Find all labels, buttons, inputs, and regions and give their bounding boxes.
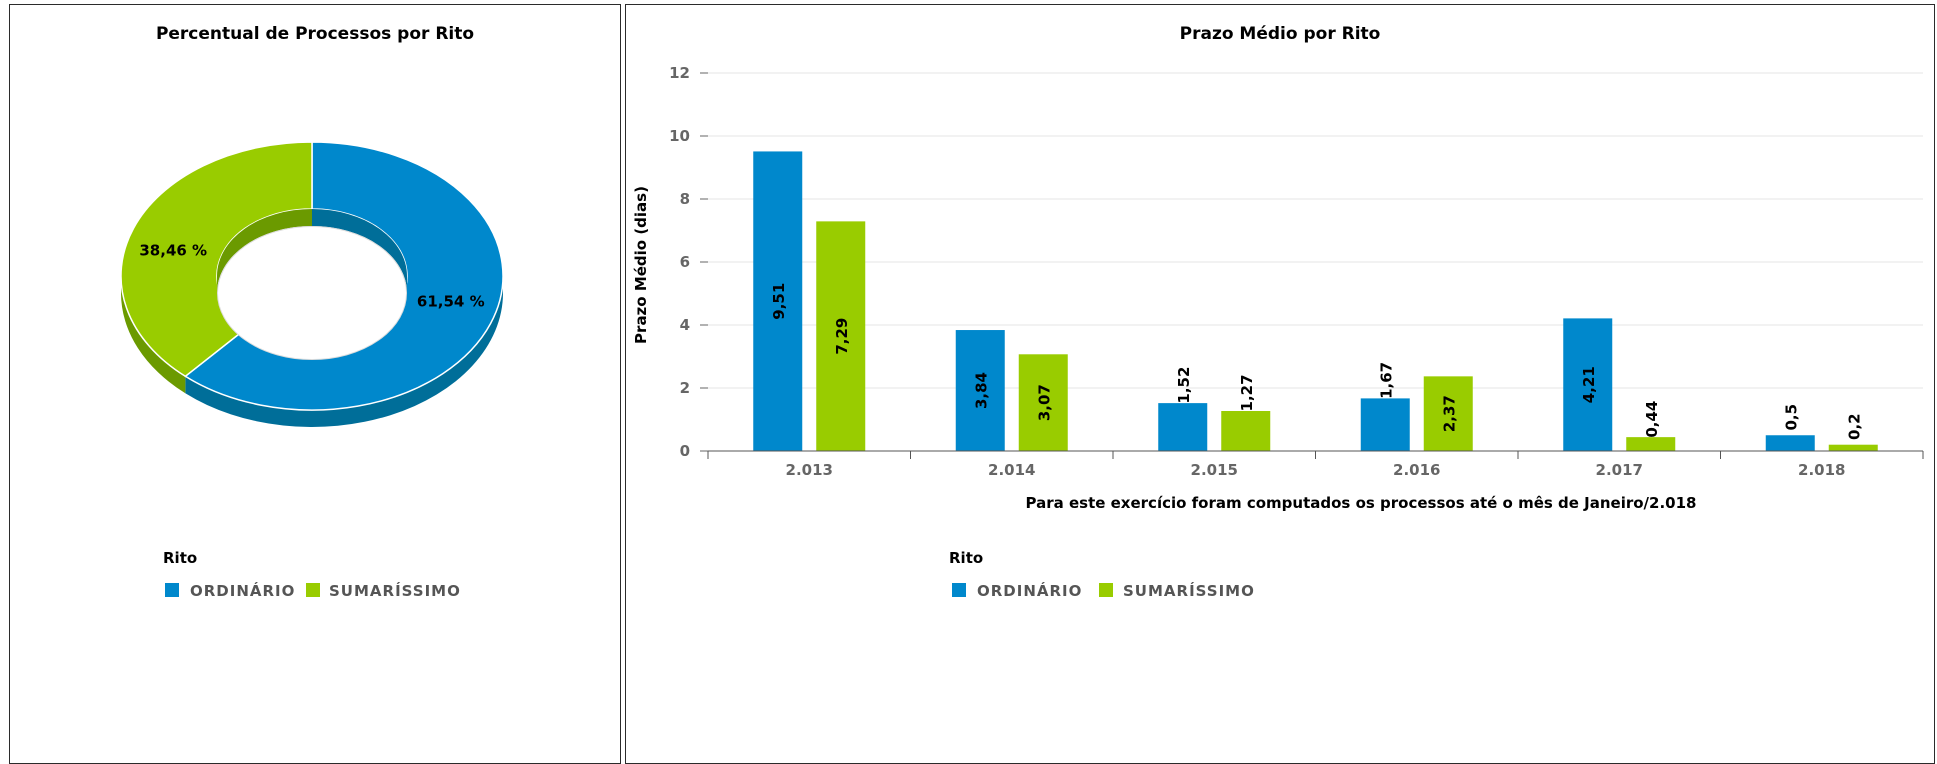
bar-label-sumarissimo-2.016: 2,37 <box>1440 395 1458 432</box>
bar-ordinario-2.016[interactable] <box>1360 398 1410 451</box>
bar-x-axis-title: Para este exercício foram computados os … <box>1026 494 1697 512</box>
bar-sumarissimo-2.016[interactable] <box>1423 376 1473 451</box>
bar-x-tick-label: 2.015 <box>1191 461 1238 479</box>
bar-legend-swatch-ordinario[interactable] <box>952 583 966 597</box>
bar-label-ordinario-2.014: 3,84 <box>972 372 990 409</box>
bar-y-tick-label: 6 <box>680 253 690 271</box>
bar-label-sumarissimo-2.018: 0,2 <box>1845 413 1863 440</box>
pie-chart-panel: Percentual de Processos por Rito 61,54 %… <box>9 4 621 764</box>
bar-legend-item-sumarissimo[interactable]: SUMARÍSSIMO <box>1123 581 1255 600</box>
bar-x-tick-label: 2.018 <box>1798 461 1845 479</box>
bar-y-tick-label: 8 <box>680 190 690 208</box>
bar-sumarissimo-2.018[interactable] <box>1828 444 1878 451</box>
pie-legend-item-sumarissimo[interactable]: SUMARÍSSIMO <box>329 581 461 600</box>
bar-sumarissimo-2.013[interactable] <box>816 221 866 451</box>
pie-slice-side-sumarissimo <box>121 276 186 394</box>
pie-chart-title: Percentual de Processos por Rito <box>156 24 474 44</box>
pie-hole-wall-sumarissimo <box>217 209 312 293</box>
bar-x-tick-label: 2.014 <box>988 461 1035 479</box>
bar-ordinario-2.014[interactable] <box>955 330 1005 451</box>
pie-legend-item-ordinario[interactable]: ORDINÁRIO <box>190 581 295 600</box>
bar-label-sumarissimo-2.017: 0,44 <box>1643 401 1661 438</box>
bar-sumarissimo-2.015[interactable] <box>1221 410 1271 451</box>
bar-label-sumarissimo-2.015: 1,27 <box>1238 374 1256 411</box>
bar-x-tick-label: 2.016 <box>1393 461 1440 479</box>
bar-ordinario-2.017[interactable] <box>1563 318 1613 451</box>
pie-legend-swatch-sumarissimo[interactable] <box>306 583 320 597</box>
pie-legend-swatch-ordinario[interactable] <box>165 583 179 597</box>
bar-sumarissimo-2.017[interactable] <box>1626 437 1676 451</box>
bar-x-tick-label: 2.017 <box>1596 461 1643 479</box>
pie-hole <box>217 226 407 360</box>
pie-slice-side-ordinario <box>185 276 503 427</box>
bar-label-ordinario-2.016: 1,67 <box>1377 362 1395 399</box>
bar-label-ordinario-2.015: 1,52 <box>1175 367 1193 404</box>
bar-chart: Prazo Médio por Rito 0 2 4 6 8 10 12 9,51 7,29 3… <box>632 24 1924 600</box>
bar-label-ordinario-2.017: 4,21 <box>1580 366 1598 403</box>
pie-label-ordinario: 61,54 % <box>417 293 485 311</box>
bar-legend-swatch-sumarissimo[interactable] <box>1099 583 1113 597</box>
bar-y-tick-label: 10 <box>669 127 690 145</box>
bar-y-tick-label: 2 <box>680 379 690 397</box>
bar-label-ordinario-2.018: 0,5 <box>1782 404 1800 431</box>
bar-ordinario-2.015[interactable] <box>1158 403 1208 451</box>
bar-ordinario-2.018[interactable] <box>1765 435 1815 451</box>
bar-y-tick-label: 4 <box>680 316 690 334</box>
pie-label-sumarissimo: 38,46 % <box>139 241 207 259</box>
bar-label-sumarissimo-2.013: 7,29 <box>833 318 851 355</box>
bar-y-tick-label: 12 <box>669 64 690 82</box>
bar-chart-title: Prazo Médio por Rito <box>1180 24 1381 44</box>
bar-x-tick-label: 2.013 <box>786 461 833 479</box>
bar-chart-panel: Prazo Médio por Rito 0 2 4 6 8 10 12 9,51 7,29 3… <box>625 4 1935 764</box>
bar-sumarissimo-2.014[interactable] <box>1018 354 1068 451</box>
pie-hole-wall-ordinario <box>312 209 407 293</box>
pie-hole-rim <box>217 226 407 360</box>
bar-label-ordinario-2.013: 9,51 <box>770 283 788 320</box>
bar-y-tick-label: 0 <box>680 442 690 460</box>
bar-label-sumarissimo-2.014: 3,07 <box>1035 384 1053 421</box>
bar-y-axis-title: Prazo Médio (dias) <box>632 186 650 344</box>
pie-legend-title: Rito <box>163 549 197 567</box>
bar-ordinario-2.013[interactable] <box>753 151 803 451</box>
bar-legend-title: Rito <box>949 549 983 567</box>
pie-chart: Percentual de Processos por Rito 61,54 %… <box>120 24 504 600</box>
bar-legend-item-ordinario[interactable]: ORDINÁRIO <box>977 581 1082 600</box>
